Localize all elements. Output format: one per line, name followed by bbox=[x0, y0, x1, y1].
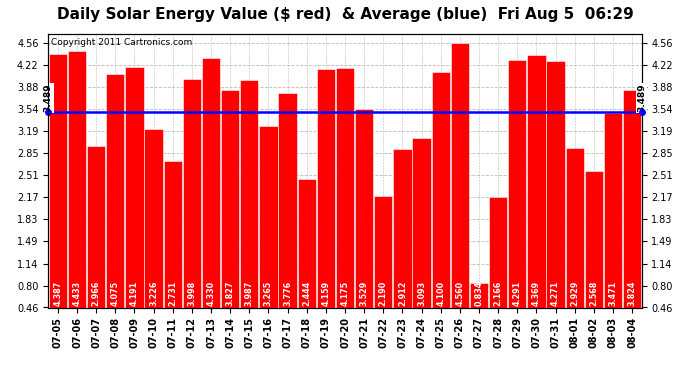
Bar bbox=[183, 79, 201, 308]
Text: 4.330: 4.330 bbox=[206, 280, 215, 306]
Text: 4.271: 4.271 bbox=[551, 280, 560, 306]
Text: 2.568: 2.568 bbox=[589, 280, 598, 306]
Bar bbox=[106, 74, 124, 307]
Bar bbox=[297, 179, 316, 308]
Bar bbox=[566, 148, 584, 308]
Bar bbox=[202, 58, 220, 308]
Bar bbox=[240, 80, 258, 308]
Text: 4.175: 4.175 bbox=[340, 280, 350, 306]
Text: 2.966: 2.966 bbox=[92, 280, 101, 306]
Bar bbox=[623, 90, 641, 308]
Bar bbox=[546, 62, 564, 308]
Text: 4.387: 4.387 bbox=[53, 280, 62, 306]
Bar bbox=[355, 110, 373, 308]
Text: 3.824: 3.824 bbox=[628, 280, 637, 306]
Bar bbox=[604, 113, 622, 308]
Text: 2.444: 2.444 bbox=[302, 280, 311, 306]
Bar bbox=[126, 67, 144, 308]
Bar bbox=[393, 149, 411, 308]
Bar bbox=[144, 129, 163, 308]
Text: Copyright 2011 Cartronics.com: Copyright 2011 Cartronics.com bbox=[51, 38, 193, 47]
Bar bbox=[527, 55, 546, 308]
Text: 0.834: 0.834 bbox=[475, 280, 484, 306]
Bar bbox=[259, 126, 277, 308]
Text: 4.191: 4.191 bbox=[130, 280, 139, 306]
Bar bbox=[68, 51, 86, 308]
Bar bbox=[279, 93, 297, 308]
Bar bbox=[584, 171, 603, 308]
Bar bbox=[221, 90, 239, 308]
Bar bbox=[87, 146, 106, 308]
Text: Daily Solar Energy Value ($ red)  & Average (blue)  Fri Aug 5  06:29: Daily Solar Energy Value ($ red) & Avera… bbox=[57, 8, 633, 22]
Text: 2.190: 2.190 bbox=[379, 280, 388, 306]
Text: 3.093: 3.093 bbox=[417, 280, 426, 306]
Text: 4.159: 4.159 bbox=[322, 280, 331, 306]
Bar bbox=[489, 197, 507, 308]
Text: 3.226: 3.226 bbox=[149, 280, 158, 306]
Bar bbox=[413, 138, 431, 308]
Bar bbox=[509, 60, 526, 308]
Bar bbox=[49, 54, 67, 307]
Text: 4.291: 4.291 bbox=[513, 280, 522, 306]
Text: 3.987: 3.987 bbox=[245, 280, 254, 306]
Text: 3.529: 3.529 bbox=[359, 280, 368, 306]
Text: 4.100: 4.100 bbox=[436, 280, 445, 306]
Text: 3.827: 3.827 bbox=[226, 280, 235, 306]
Text: 2.929: 2.929 bbox=[570, 280, 579, 306]
Text: 4.369: 4.369 bbox=[532, 280, 541, 306]
Text: 2.731: 2.731 bbox=[168, 280, 177, 306]
Bar bbox=[432, 72, 450, 308]
Bar bbox=[164, 161, 182, 308]
Text: 3.265: 3.265 bbox=[264, 280, 273, 306]
Bar bbox=[317, 69, 335, 308]
Bar bbox=[451, 43, 469, 308]
Text: 4.433: 4.433 bbox=[72, 280, 81, 306]
Text: 2.912: 2.912 bbox=[398, 280, 407, 306]
Text: 3.489: 3.489 bbox=[637, 83, 647, 112]
Text: 3.776: 3.776 bbox=[283, 280, 292, 306]
Text: 2.166: 2.166 bbox=[493, 280, 502, 306]
Text: 4.560: 4.560 bbox=[455, 280, 464, 306]
Text: 3.471: 3.471 bbox=[609, 280, 618, 306]
Bar bbox=[470, 284, 488, 308]
Bar bbox=[336, 68, 354, 308]
Text: 3.489: 3.489 bbox=[43, 83, 53, 112]
Bar bbox=[374, 196, 393, 308]
Text: 4.075: 4.075 bbox=[111, 280, 120, 306]
Text: 3.998: 3.998 bbox=[188, 280, 197, 306]
